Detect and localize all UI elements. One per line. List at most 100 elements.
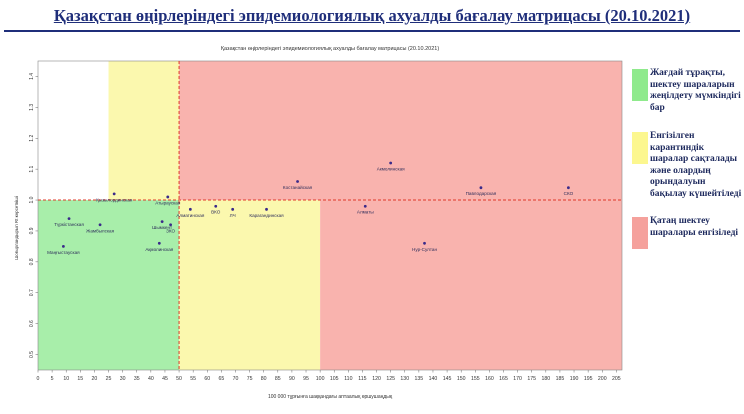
x-tick-label: 40 xyxy=(148,376,154,382)
y-tick-label: 1.3 xyxy=(29,104,35,111)
x-tick-label: 65 xyxy=(218,376,224,382)
data-point-label: Ақмолинская xyxy=(145,247,173,252)
x-tick-label: 80 xyxy=(261,376,267,382)
x-tick-label: 170 xyxy=(513,376,522,382)
x-tick-label: 105 xyxy=(330,376,339,382)
x-tick-label: 160 xyxy=(485,376,494,382)
legend-text-yellow: Енгізілген карантиндік шаралар сақталады… xyxy=(650,131,742,199)
zone-yellow xyxy=(179,200,321,370)
x-tick-label: 90 xyxy=(289,376,295,382)
x-tick-label: 120 xyxy=(372,376,381,382)
zone-red xyxy=(320,200,622,370)
x-tick-label: 180 xyxy=(541,376,550,382)
data-point xyxy=(214,204,218,208)
data-point-label: ЛЧ xyxy=(230,213,236,218)
x-axis-label: 100 000 тұрғынға шаққандағы аптаалық өрш… xyxy=(268,394,393,400)
data-point xyxy=(188,207,192,211)
x-tick-label: 190 xyxy=(570,376,579,382)
x-tick-label: 155 xyxy=(471,376,480,382)
data-point-label: Түркістанская xyxy=(54,222,84,227)
data-point xyxy=(265,207,268,211)
x-tick-label: 85 xyxy=(275,376,281,382)
data-point xyxy=(363,204,367,208)
data-point-label: ВКО xyxy=(211,210,221,215)
data-point-label: Нур-Султан xyxy=(412,247,437,252)
x-tick-label: 135 xyxy=(415,376,424,382)
chart-title: Қазақстан өңірлеріндегі эпидемиологиялық… xyxy=(221,46,439,52)
x-tick-label: 10 xyxy=(63,376,69,382)
data-point xyxy=(169,223,172,227)
x-tick-label: 50 xyxy=(176,376,182,382)
zones-layer xyxy=(38,61,622,370)
data-point-label: Алматы xyxy=(357,210,374,215)
data-point-label: Атырауская xyxy=(155,200,181,205)
zone-green xyxy=(38,200,180,370)
data-point xyxy=(231,207,235,211)
y-tick-label: 1.0 xyxy=(29,196,35,203)
chart: Қазақстан өңірлеріндегі эпидемиологиялық… xyxy=(14,46,623,400)
legend-text-green: Жағдай тұрақты, шектеу шараларын жеңілде… xyxy=(650,68,741,113)
zone-red xyxy=(179,61,622,201)
data-point xyxy=(389,161,393,165)
data-point-label: Карагандинская xyxy=(249,213,284,218)
axes-layer: 0 5 10 15 20 25 30 35 40 45 50 55 60 65 70 75 80 85 90 95 10… xyxy=(29,60,623,382)
title-divider xyxy=(4,30,740,32)
data-point xyxy=(296,180,299,183)
data-point-label: Акмолинская xyxy=(377,166,405,171)
y-axis-label: Шоғырландырып Rt көрсеткіші xyxy=(14,196,19,260)
x-tick-label: 15 xyxy=(77,376,83,382)
data-point-label: Жамбылская xyxy=(86,228,115,233)
data-point-label: Павлодарская xyxy=(466,191,497,196)
data-point-label: СКО xyxy=(564,191,574,196)
data-point xyxy=(166,195,170,199)
x-tick-label: 150 xyxy=(457,376,466,382)
data-point-label: Маңғыстауская xyxy=(47,250,80,255)
x-tick-label: 195 xyxy=(584,376,593,382)
data-point xyxy=(61,245,65,248)
data-point xyxy=(160,220,164,224)
y-tick-label: 1.2 xyxy=(29,135,35,142)
page-title: Қазақстан өңірлеріндегі эпидемиологиялық… xyxy=(53,6,691,25)
x-tick-label: 130 xyxy=(400,376,409,382)
x-tick-label: 140 xyxy=(429,376,438,382)
data-point-label: ЗКО xyxy=(166,228,175,233)
x-tick-label: 30 xyxy=(120,376,126,382)
x-tick-label: 0 xyxy=(37,376,40,382)
y-tick-label: 1.4 xyxy=(29,73,35,80)
x-tick-label: 145 xyxy=(443,376,452,382)
x-tick-label: 200 xyxy=(598,376,607,382)
y-tick-label: 1.1 xyxy=(29,165,35,172)
data-point xyxy=(67,217,71,220)
x-tick-label: 55 xyxy=(190,376,196,382)
plot-frame xyxy=(37,60,623,371)
zone-yellow xyxy=(108,61,180,201)
x-tick-label: 110 xyxy=(344,376,352,382)
data-point xyxy=(157,241,161,245)
data-point xyxy=(566,186,570,190)
data-point-label: Қызылординская xyxy=(96,197,133,202)
legend-swatch-green xyxy=(632,69,648,101)
x-tick-label: 25 xyxy=(106,376,112,382)
data-point xyxy=(423,241,426,245)
x-tick-label: 175 xyxy=(527,376,536,382)
y-tick-label: 0.9 xyxy=(29,227,35,234)
data-point-label: Костанайская xyxy=(283,184,313,190)
x-tick-label: 165 xyxy=(499,376,508,382)
legend-text-red: Қатаң шектеу шаралары енгізіледі xyxy=(650,216,739,238)
data-point xyxy=(479,186,483,190)
x-tick-label: 125 xyxy=(386,376,395,382)
x-tick-label: 75 xyxy=(247,376,253,382)
y-tick-label: 0.7 xyxy=(29,289,35,296)
x-tick-label: 60 xyxy=(204,376,210,382)
x-tick-label: 45 xyxy=(162,376,168,382)
data-point xyxy=(112,192,116,196)
legend-swatch-yellow xyxy=(632,132,648,164)
x-tick-label: 35 xyxy=(134,376,140,382)
x-tick-label: 115 xyxy=(358,376,366,382)
legend-swatch-red xyxy=(632,217,648,249)
threshold-lines xyxy=(38,61,622,370)
x-tick-label: 70 xyxy=(233,376,239,382)
data-point xyxy=(98,223,102,227)
y-tick-label: 0.8 xyxy=(29,258,35,265)
